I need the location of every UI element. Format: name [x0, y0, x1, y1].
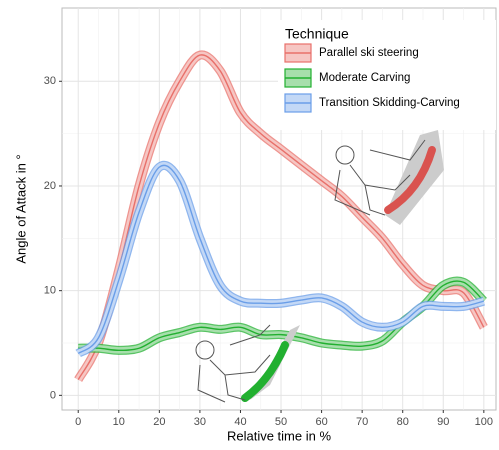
- x-tick-label: 100: [475, 416, 493, 428]
- chart: Technique Parallel ski steering Moderate …: [0, 0, 499, 445]
- x-tick-label: 50: [275, 416, 287, 428]
- x-axis-title: Relative time in %: [227, 428, 331, 443]
- x-tick-label: 20: [153, 416, 165, 428]
- legend-label: Transition Skidding-Carving: [319, 97, 460, 109]
- x-tick-label: 40: [234, 416, 246, 428]
- legend-title: Technique: [285, 26, 349, 42]
- x-tick-label: 30: [194, 416, 206, 428]
- y-tick-label: 30: [44, 75, 56, 87]
- x-tick-label: 10: [113, 416, 125, 428]
- y-tick-label: 20: [44, 180, 56, 192]
- x-tick-label: 60: [315, 416, 327, 428]
- x-tick-label: 80: [397, 416, 409, 428]
- y-axis-title: Angle of Attack in °: [13, 154, 28, 263]
- y-tick-label: 10: [44, 285, 56, 297]
- x-tick-label: 0: [75, 416, 81, 428]
- y-tick-label: 0: [50, 389, 56, 401]
- legend-label: Parallel ski steering: [319, 47, 419, 59]
- legend-label: Moderate Carving: [319, 72, 410, 84]
- x-tick-label: 90: [437, 416, 449, 428]
- x-tick-label: 70: [356, 416, 368, 428]
- page: {"chart_data": { "type": "line", "x_labe…: [0, 0, 499, 450]
